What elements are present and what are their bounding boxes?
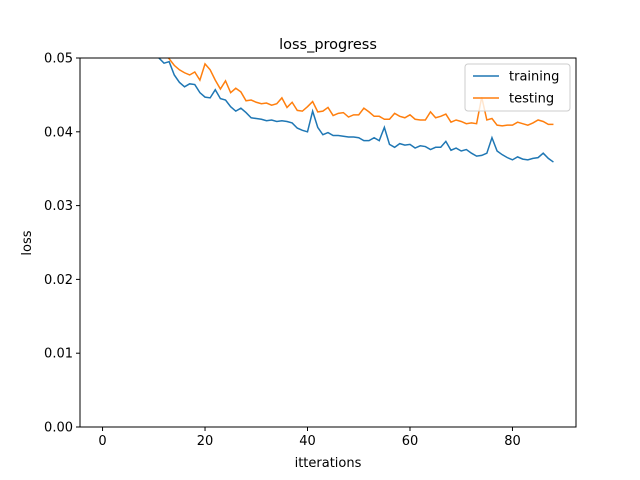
y-tick-label: 0.04 <box>44 125 73 140</box>
legend-label: training <box>509 70 559 85</box>
axes-frame <box>79 57 577 428</box>
x-tick-label: 60 <box>402 434 419 449</box>
plot-lines <box>157 58 554 163</box>
chart-title: loss_progress <box>279 37 377 53</box>
y-tick-label: 0.05 <box>44 52 73 67</box>
series-line <box>157 58 554 163</box>
x-tick-label: 80 <box>504 434 521 449</box>
y-tick-label: 0.01 <box>44 347 73 362</box>
legend-label: testing <box>509 92 554 107</box>
x-tick-label: 40 <box>299 434 316 449</box>
x-tick-label: 20 <box>197 434 214 449</box>
series-line <box>167 58 554 127</box>
x-tick-label: 0 <box>98 434 106 449</box>
y-tick-label: 0.02 <box>44 273 73 288</box>
y-tick-label: 0.00 <box>44 421 73 436</box>
y-tick-label: 0.03 <box>44 199 73 214</box>
x-axis-label: itterations <box>295 456 362 471</box>
y-axis-label: loss <box>20 230 35 255</box>
